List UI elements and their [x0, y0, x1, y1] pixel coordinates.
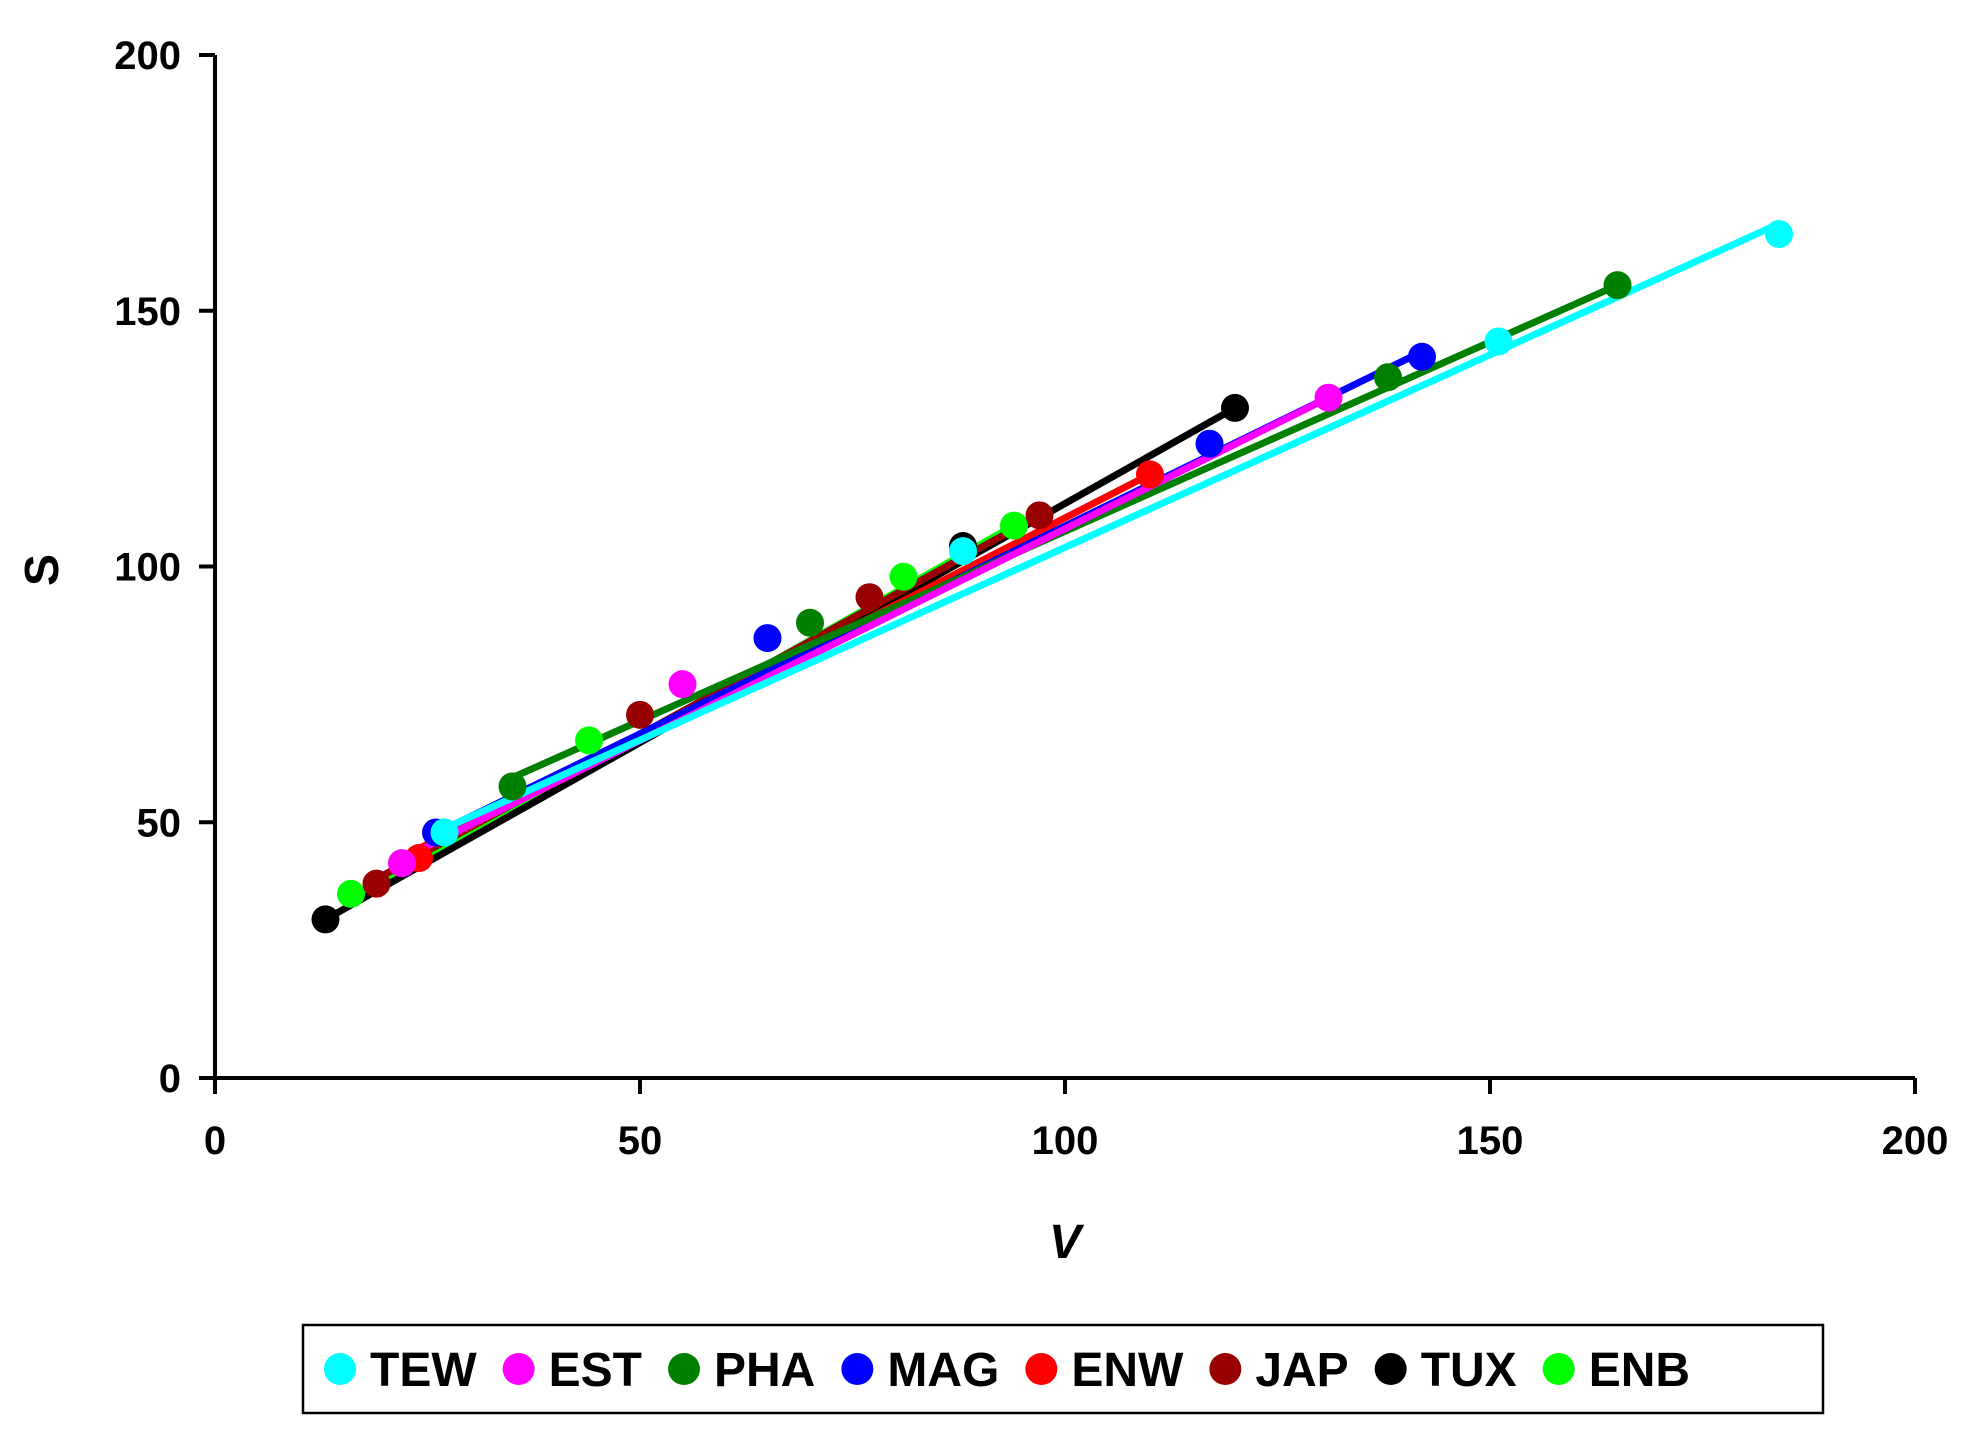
point-jap — [626, 700, 654, 729]
point-tew — [1765, 220, 1793, 249]
legend-label-pha: PHA — [714, 1344, 815, 1397]
fit-line-est — [390, 394, 1332, 867]
fit-lines — [322, 220, 1783, 923]
legend-marker-pha — [668, 1353, 700, 1385]
point-enb — [337, 879, 365, 908]
legend-marker-jap — [1209, 1353, 1242, 1385]
legend-label-est: EST — [549, 1344, 642, 1397]
point-est — [1314, 383, 1343, 412]
y-axis-title: S — [16, 554, 69, 586]
legend-marker-enw — [1025, 1353, 1058, 1385]
point-est — [668, 670, 697, 699]
point-mag — [1195, 429, 1224, 458]
legend-marker-est — [502, 1353, 535, 1385]
y-tick-label: 50 — [137, 801, 182, 845]
x-axis-title: V — [1049, 1216, 1085, 1269]
point-pha — [1603, 271, 1632, 300]
legend: TEW EST PHA MAG ENW JAP TUX ENB — [301, 1323, 1825, 1415]
axis-ticks: 0 50 100 150 200 0 50 100 150 200 — [114, 34, 1948, 1163]
point-enw — [1136, 460, 1164, 489]
point-tew — [430, 818, 459, 847]
legend-label-mag: MAG — [887, 1344, 999, 1397]
point-enb — [1000, 511, 1028, 540]
point-mag — [753, 624, 782, 653]
legend-marker-enb — [1542, 1353, 1575, 1385]
legend-label-tew: TEW — [370, 1344, 477, 1397]
fit-line-tew — [432, 220, 1783, 836]
legend-marker-tew — [324, 1353, 356, 1385]
point-enb — [575, 726, 603, 755]
point-jap — [1025, 501, 1054, 530]
point-pha — [498, 772, 527, 801]
point-pha — [1374, 363, 1402, 392]
data-points — [311, 220, 1793, 934]
point-jap — [855, 583, 884, 612]
legend-marker-tux — [1374, 1353, 1407, 1385]
point-tux — [1221, 393, 1249, 422]
x-tick-label: 100 — [1032, 1119, 1099, 1163]
x-tick-label: 50 — [618, 1119, 663, 1163]
x-tick-label: 0 — [204, 1119, 226, 1163]
point-pha — [796, 608, 824, 637]
x-tick-label: 150 — [1457, 1119, 1524, 1163]
y-tick-label: 100 — [114, 546, 181, 590]
legend-label-enb: ENB — [1589, 1344, 1690, 1397]
point-tew — [949, 537, 977, 566]
legend-marker-mag — [841, 1353, 874, 1385]
legend-label-tux: TUX — [1421, 1344, 1517, 1397]
y-tick-label: 200 — [114, 34, 181, 78]
point-enb — [889, 562, 918, 591]
y-tick-label: 0 — [159, 1057, 181, 1101]
point-mag — [1408, 342, 1436, 371]
point-tew — [1484, 327, 1513, 356]
legend-label-enw: ENW — [1071, 1344, 1184, 1397]
point-tux — [311, 905, 340, 934]
legend-label-jap: JAP — [1255, 1344, 1348, 1397]
point-est — [388, 849, 416, 878]
x-tick-label: 200 — [1882, 1119, 1949, 1163]
y-tick-label: 150 — [114, 290, 181, 334]
point-jap — [362, 869, 391, 898]
